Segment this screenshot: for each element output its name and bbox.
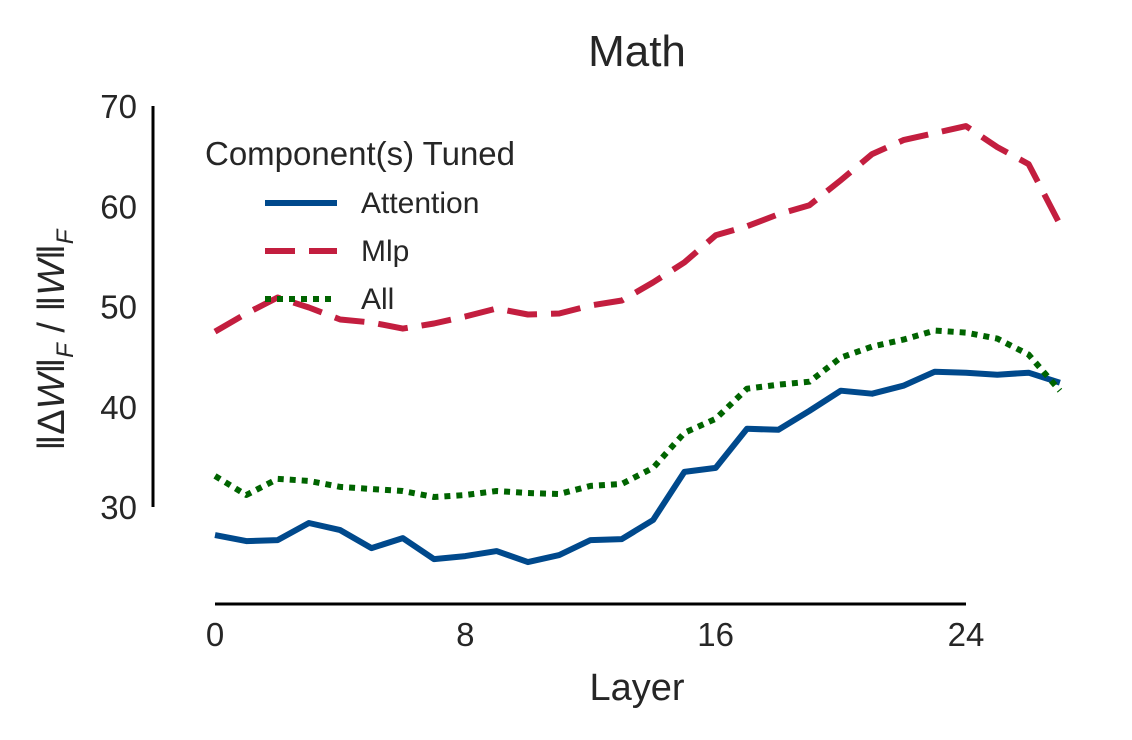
y-tick-label: 70 <box>100 88 137 125</box>
y-tick-label: 50 <box>100 289 137 326</box>
series-layer <box>213 123 1063 566</box>
legend-label-attention: Attention <box>361 187 479 220</box>
legend: Component(s) Tuned Attention Mlp All <box>205 135 515 316</box>
y-label-part-8: F <box>52 228 79 244</box>
legend-title: Component(s) Tuned <box>205 135 515 172</box>
x-tick-label: 16 <box>697 616 734 653</box>
x-tick-label: 24 <box>948 616 985 653</box>
y-label-part-3: ‖ <box>31 358 73 374</box>
series-line-all <box>213 327 1063 500</box>
y-label-part-2: W <box>31 370 73 409</box>
y-label-part-5: / ‖ <box>31 296 73 343</box>
y-label-part-1: ‖Δ <box>31 409 73 450</box>
x-axis-label: Layer <box>589 667 684 709</box>
y-tick-labels: 30 40 50 60 70 <box>100 88 137 526</box>
chart-title: Math <box>588 27 686 76</box>
y-label-part-7: ‖ <box>31 244 73 260</box>
legend-label-mlp: Mlp <box>361 235 409 268</box>
legend-label-all: All <box>361 283 394 316</box>
y-label-part-6: W <box>31 257 73 296</box>
x-tick-label: 8 <box>456 616 474 653</box>
y-tick-label: 40 <box>100 389 137 426</box>
y-tick-label: 30 <box>100 489 137 526</box>
y-label-part-4: F <box>52 342 79 358</box>
series-line-mlp <box>213 123 1063 335</box>
y-axis-label: ‖ΔW‖F / ‖W‖F <box>31 228 79 450</box>
series-line-attention <box>214 368 1061 566</box>
y-axis-label-group: ‖ΔW‖F / ‖W‖F <box>31 228 79 450</box>
x-tick-label: 0 <box>206 616 224 653</box>
x-tick-labels: 0 8 16 24 <box>206 616 985 653</box>
y-tick-label: 60 <box>100 188 137 225</box>
legend-items: Attention Mlp All <box>265 187 479 316</box>
